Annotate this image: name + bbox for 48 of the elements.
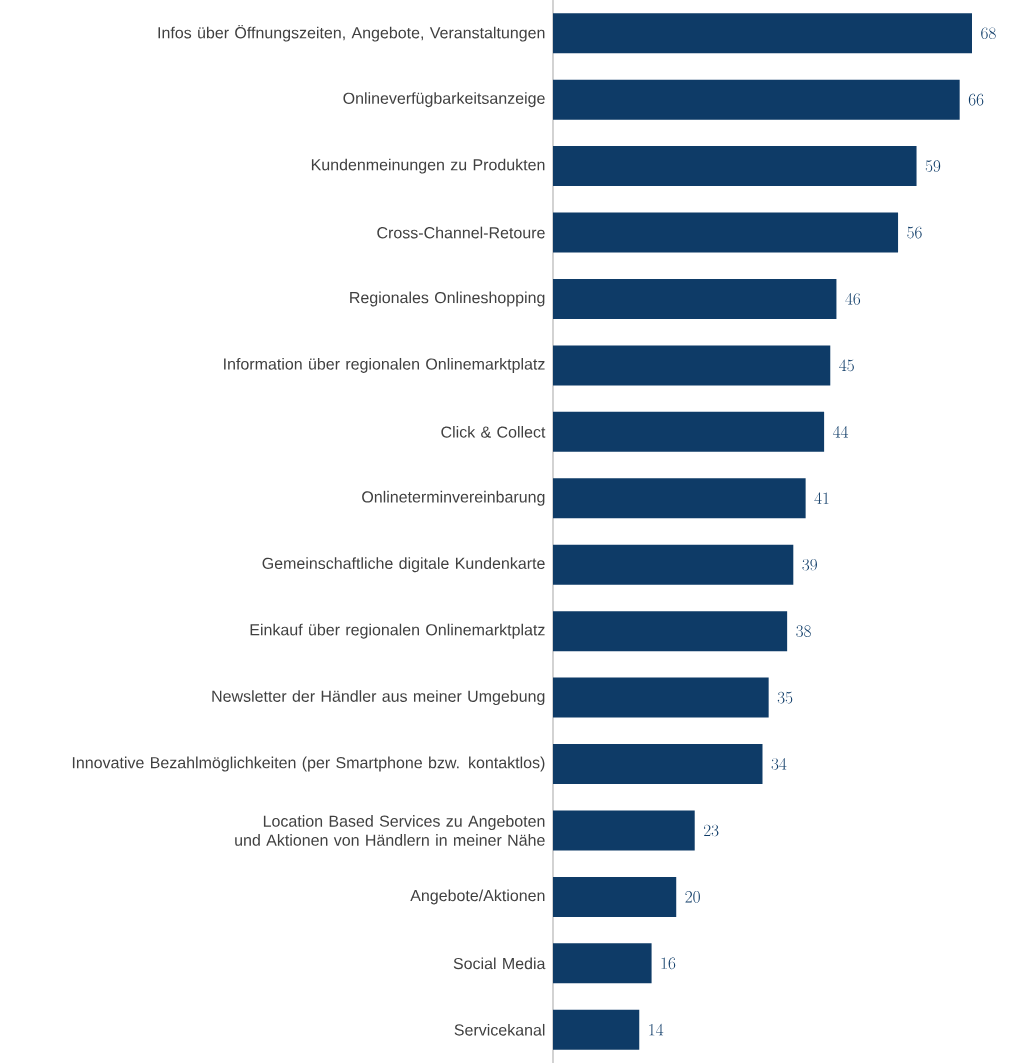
data-label: 35 — [777, 691, 793, 704]
data-label: 41 — [814, 492, 829, 504]
data-label: 44 — [832, 425, 849, 438]
bar — [552, 810, 695, 851]
data-label: 38 — [796, 625, 811, 637]
bar — [552, 611, 788, 652]
bar — [552, 876, 677, 917]
y-tick-label: Innovative Bezahlmöglichkeiten (per Smartphone bzw. kontaktlos) — [72, 756, 545, 772]
data-label: 23 — [703, 824, 719, 837]
bar — [552, 146, 917, 187]
data-label: 59 — [925, 160, 941, 172]
bar — [552, 13, 972, 54]
bar — [552, 744, 763, 785]
data-label: 16 — [661, 957, 676, 970]
y-tick-label: Newsletter der Händler aus meiner Umgebung — [212, 690, 545, 706]
data-label: 39 — [802, 558, 817, 571]
data-label: 14 — [649, 1023, 664, 1036]
bar — [552, 677, 769, 718]
bar — [552, 79, 960, 120]
bar — [552, 943, 652, 984]
y-tick-label: Onlineterminvereinbarung — [362, 490, 545, 506]
data-label: 56 — [907, 226, 922, 239]
bar — [552, 411, 825, 452]
y-tick-label: Regionales Onlineshopping — [350, 291, 545, 307]
y-tick-label: Cross-Channel-Retoure — [377, 226, 545, 239]
y-tick-label: Einkauf über regionalen Onlinemarktplatz — [250, 623, 545, 639]
y-tick-label: Information über regionalen Onlinemarktplatz — [224, 357, 545, 373]
data-label: 46 — [845, 293, 861, 305]
data-label: 68 — [981, 27, 996, 40]
bar — [552, 345, 831, 386]
bar — [552, 544, 794, 585]
y-tick-label: Angebote/Aktionen — [410, 889, 545, 905]
data-label: 34 — [771, 758, 787, 770]
bar — [552, 278, 837, 319]
y-tick-label: Gemeinschaftliche digitale Kundenkarte — [262, 557, 545, 573]
y-tick-label: Servicekanal — [454, 1023, 545, 1036]
y-tick-label: Kundenmeinungen zu Produkten — [311, 158, 545, 174]
y-tick-label: Social Media — [453, 957, 546, 970]
bar — [552, 478, 806, 519]
data-label: 66 — [968, 93, 984, 106]
bar — [552, 212, 899, 253]
y-tick-label: Click & Collect — [441, 425, 546, 438]
y-tick-label: Infos über Öffnungszeiten, Angebote, Veranstaltungen — [158, 24, 545, 42]
y-tick-label: Location Based Services zu Angeboten und Aktionen von Händlern in meiner Nähe — [235, 815, 545, 846]
y-tick-label: Onlineverfügbarkeitsanzeige — [343, 92, 545, 108]
data-label: 20 — [685, 891, 700, 903]
data-label: 45 — [839, 359, 854, 372]
bar — [552, 1009, 640, 1050]
